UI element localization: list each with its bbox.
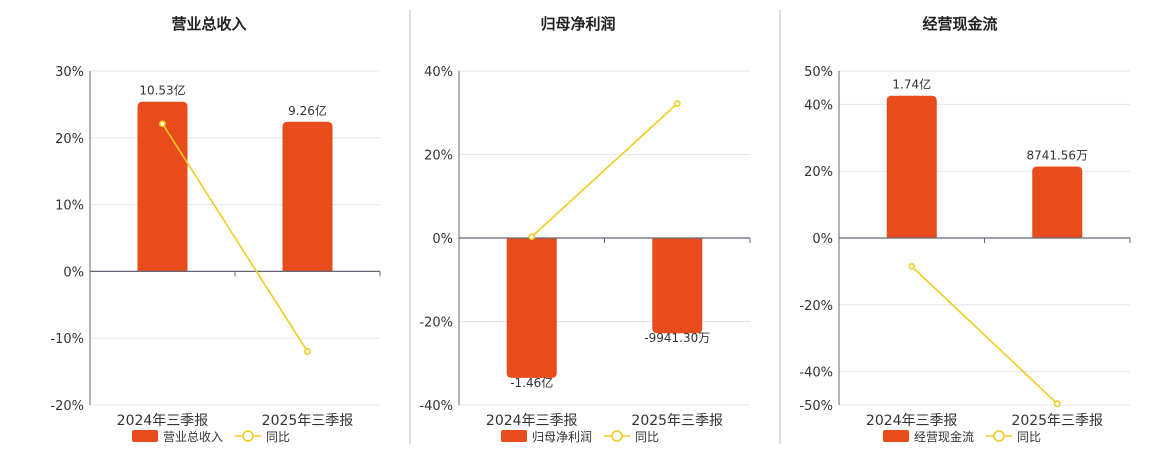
y-tick-label: 40% xyxy=(424,65,453,80)
yoy-point xyxy=(673,100,681,107)
y-tick-label: 20% xyxy=(424,149,453,164)
bar xyxy=(282,121,333,272)
bar xyxy=(506,238,557,378)
y-tick-label: 20% xyxy=(55,132,84,147)
chart-title: 营业总收入 xyxy=(171,15,246,33)
yoy-point xyxy=(908,262,916,270)
legend-line-marker xyxy=(242,430,254,442)
legend-bar-label: 营业总收入 xyxy=(163,430,223,444)
y-tick-label: -40% xyxy=(419,399,453,414)
y-tick-label: -10% xyxy=(50,332,84,347)
chart-panel-2: 归母净利润 40% 20% 0% -20% -40% -1.46亿 -9941.30万 2024… xyxy=(419,15,751,444)
chart-title: 归母净利润 xyxy=(540,15,615,33)
y-tick-label: -50% xyxy=(799,399,833,414)
yoy-point xyxy=(1053,400,1061,408)
y-tick-label: 0% xyxy=(812,232,833,247)
x-category-label: 2025年三季报 xyxy=(1011,413,1103,429)
legend-line-label: 同比 xyxy=(266,430,290,444)
y-tick-label: 0% xyxy=(63,265,84,280)
yoy-point xyxy=(304,348,311,355)
x-category-label: 2024年三季报 xyxy=(486,413,578,429)
y-tick-label: 50% xyxy=(804,65,833,80)
yoy-line xyxy=(531,102,678,238)
y-tick-label: 40% xyxy=(804,98,833,113)
chart-title: 经营现金流 xyxy=(922,15,997,33)
x-category-label: 2024年三季报 xyxy=(117,413,209,429)
legend-bar-swatch xyxy=(501,430,527,442)
yoy-point xyxy=(159,120,166,128)
legend-line-label: 同比 xyxy=(1017,430,1041,444)
y-tick-label: -20% xyxy=(50,399,84,414)
x-category-label: 2025年三季报 xyxy=(631,413,723,429)
bar-data-label: -1.46亿 xyxy=(510,375,553,390)
y-tick-label: -40% xyxy=(799,366,833,381)
legend-line-marker xyxy=(611,430,623,442)
y-tick-label: 0% xyxy=(432,232,453,247)
legend-line-label: 同比 xyxy=(635,430,659,444)
x-category-label: 2025年三季报 xyxy=(262,413,354,429)
yoy-point xyxy=(528,233,536,241)
y-tick-label: 30% xyxy=(55,65,84,80)
y-tick-label: -20% xyxy=(419,316,453,331)
x-category-label: 2024年三季报 xyxy=(866,413,958,429)
legend-bar-swatch xyxy=(883,430,909,442)
yoy-line xyxy=(911,265,1058,405)
chart-panel-1: 营业总收入 30% 20% 10% 0% -10% -20% 10.53亿 9.26亿 2024年… xyxy=(50,15,381,444)
y-tick-label: 20% xyxy=(804,165,833,180)
bar-data-label: 8741.56万 xyxy=(1026,149,1088,163)
bar xyxy=(1032,166,1083,238)
y-tick-label: 10% xyxy=(55,199,84,214)
bar-data-label: 10.53亿 xyxy=(139,83,185,98)
legend-bar-label: 经营现金流 xyxy=(914,429,974,444)
legend-line-marker xyxy=(993,430,1005,442)
chart-panel-3: 经营现金流 50% 40% 20% 0% -20% -40% -50% 1.74亿 8741.56… xyxy=(799,15,1131,444)
yoy-line xyxy=(161,123,309,352)
bar xyxy=(886,95,937,238)
legend-bar-swatch xyxy=(132,430,158,442)
bar-data-label: 9.26亿 xyxy=(288,103,327,118)
legend-bar-label: 归母净利润 xyxy=(532,430,592,444)
bar xyxy=(652,238,703,334)
bar xyxy=(137,101,188,272)
bar-data-label: -9941.30万 xyxy=(644,331,710,345)
y-tick-label: -20% xyxy=(799,299,833,314)
bar-data-label: 1.74亿 xyxy=(892,77,931,92)
